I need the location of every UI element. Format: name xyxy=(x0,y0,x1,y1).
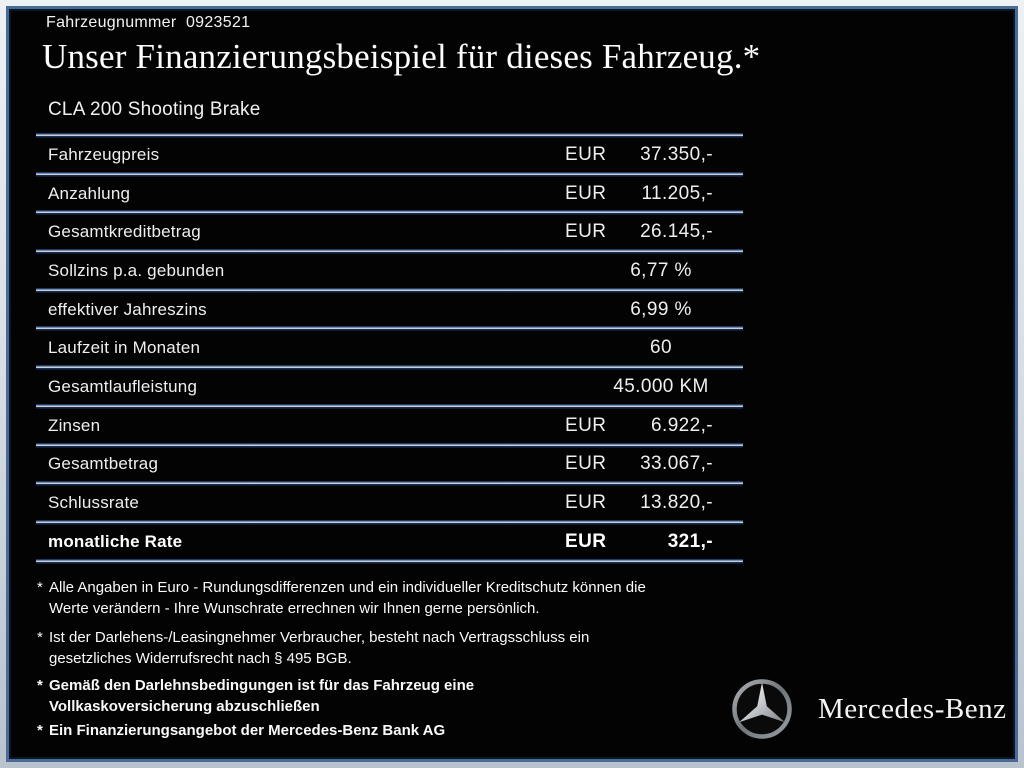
table-row: Anzahlung EUR 11.205,- xyxy=(36,177,743,211)
table-row: Gesamtkreditbetrag EUR 26.145,- xyxy=(36,215,743,249)
brand-area: Mercedes-Benz xyxy=(730,669,1015,749)
row-label: Gesamtbetrag xyxy=(48,454,159,474)
footnote-marker: * xyxy=(37,722,43,739)
footnote-marker: * xyxy=(37,629,43,646)
brand-wordmark: Mercedes-Benz xyxy=(818,692,1007,725)
table-row: Sollzins p.a. gebunden 6,77 % xyxy=(36,254,743,288)
table-separator xyxy=(36,133,743,138)
table-row: effektiver Jahreszins 6,99 % xyxy=(36,293,743,327)
row-label: Schlussrate xyxy=(48,493,140,513)
table-separator xyxy=(36,403,743,409)
footnotes: * Alle Angaben in Euro - Rundungsdiffere… xyxy=(37,577,743,749)
footnote-marker: * xyxy=(37,579,43,596)
table-separator xyxy=(36,326,743,332)
row-value: 26.145,- xyxy=(640,221,713,243)
footnote: * Ein Finanzierungsangebot der Mercedes-… xyxy=(37,720,743,741)
table-separator xyxy=(36,365,743,371)
currency-label: EUR xyxy=(565,492,607,514)
currency-label: EUR xyxy=(565,182,607,204)
row-value: 6,77 % xyxy=(630,259,692,281)
currency-label: EUR xyxy=(565,530,607,552)
currency-label: EUR xyxy=(565,453,607,475)
row-label: Laufzeit in Monaten xyxy=(48,338,201,358)
row-value: 321,- xyxy=(667,530,713,552)
table-row: Schlussrate EUR 13.820,- xyxy=(36,486,743,520)
footnote-text: Alle Angaben in Euro - Rundungsdifferenz… xyxy=(49,579,646,617)
row-value: 13.820,- xyxy=(640,492,713,514)
table-row: Laufzeit in Monaten 60 xyxy=(36,331,743,365)
row-label: Gesamtkreditbetrag xyxy=(48,222,201,242)
row-value: 60 xyxy=(650,337,672,359)
row-label: Zinsen xyxy=(48,415,101,435)
table-row: Gesamtbetrag EUR 33.067,- xyxy=(36,448,743,482)
currency-label: EUR xyxy=(565,143,607,165)
footnote: * Ist der Darlehens-/Leasingnehmer Verbr… xyxy=(37,627,743,669)
currency-label: EUR xyxy=(565,414,607,436)
table-separator xyxy=(36,519,743,525)
row-label: Gesamtlaufleistung xyxy=(48,376,198,396)
table-separator xyxy=(36,481,743,487)
footnote-text: Ist der Darlehens-/Leasingnehmer Verbrau… xyxy=(49,629,590,667)
table-separator xyxy=(36,171,743,177)
footnote-text: Gemäß den Darlehnsbedingungen ist für da… xyxy=(49,677,475,715)
table-row: Fahrzeugpreis EUR 37.350,- xyxy=(36,138,743,172)
mercedes-star-icon xyxy=(730,677,794,741)
footnote: * Alle Angaben in Euro - Rundungsdiffere… xyxy=(37,577,743,619)
footnote-text: Ein Finanzierungsangebot der Mercedes-Be… xyxy=(49,722,446,739)
row-label: effektiver Jahreszins xyxy=(48,299,207,319)
vehicle-model: CLA 200 Shooting Brake xyxy=(48,99,261,120)
row-value: 11.205,- xyxy=(641,182,713,204)
row-value: 6,99 % xyxy=(630,298,692,320)
table-row-monthly-rate: monatliche Rate EUR 321,- xyxy=(36,525,743,559)
financing-table: Fahrzeugpreis EUR 37.350,- Anzahlung EUR 1… xyxy=(36,133,743,564)
footnote: * Gemäß den Darlehnsbedingungen ist für … xyxy=(37,675,743,717)
table-row: Zinsen EUR 6.922,- xyxy=(36,409,743,443)
row-value: 33.067,- xyxy=(640,453,713,475)
table-separator xyxy=(36,558,743,564)
row-value: 6.922,- xyxy=(651,414,713,436)
table-row: Gesamtlaufleistung 45.000 KM xyxy=(36,370,743,404)
currency-label: EUR xyxy=(565,221,607,243)
row-value: 37.350,- xyxy=(640,143,713,165)
page-title: Unser Finanzierungsbeispiel für dieses F… xyxy=(42,37,761,76)
vehicle-number: Fahrzeugnummer 0923521 xyxy=(46,14,251,31)
row-label: Anzahlung xyxy=(48,183,131,203)
table-separator xyxy=(36,249,743,255)
table-separator xyxy=(36,210,743,216)
table-separator xyxy=(36,287,743,293)
row-value: 45.000 KM xyxy=(613,375,709,397)
slide-frame: Fahrzeugnummer 0923521 Unser Finanzierun… xyxy=(6,6,1018,762)
row-label: monatliche Rate xyxy=(48,531,183,551)
row-label: Fahrzeugpreis xyxy=(48,144,160,164)
row-label: Sollzins p.a. gebunden xyxy=(48,260,225,280)
table-separator xyxy=(36,442,743,448)
footnote-marker: * xyxy=(37,677,43,694)
